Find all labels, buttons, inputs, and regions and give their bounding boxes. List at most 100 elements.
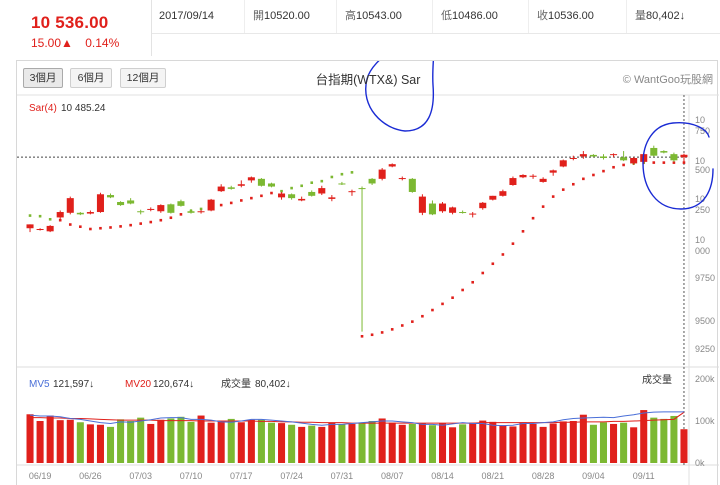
- candle[interactable]: [66, 196, 74, 215]
- candle-body: [318, 188, 326, 194]
- candle[interactable]: [489, 195, 497, 201]
- quote-header: 10 536.00 15.00▲ 0.14% 2017/09/14 開10520…: [0, 0, 720, 56]
- tab-6-months[interactable]: 6個月: [70, 68, 112, 88]
- volume-bar: [328, 422, 336, 463]
- candle[interactable]: [509, 176, 517, 186]
- price-tick-label: 750: [695, 126, 710, 136]
- price-chart[interactable]: 10750105001025010000975095009250200k100k…: [17, 61, 719, 485]
- candle[interactable]: [328, 195, 336, 202]
- candle-body: [680, 154, 688, 158]
- candle[interactable]: [388, 163, 396, 168]
- candle[interactable]: [368, 178, 376, 186]
- candle[interactable]: [519, 174, 527, 179]
- candle[interactable]: [207, 198, 215, 212]
- sar-dot: [219, 203, 223, 207]
- candle[interactable]: [298, 196, 306, 202]
- candle[interactable]: [378, 168, 386, 181]
- candle[interactable]: [660, 150, 668, 154]
- candle[interactable]: [237, 180, 245, 188]
- sar-dot: [48, 217, 52, 221]
- candle[interactable]: [247, 176, 255, 183]
- candle[interactable]: [147, 207, 155, 212]
- candle[interactable]: [579, 151, 587, 159]
- candle[interactable]: [257, 178, 265, 187]
- tab-12-months[interactable]: 12個月: [120, 68, 166, 88]
- candle[interactable]: [217, 184, 225, 192]
- candle[interactable]: [529, 174, 537, 179]
- sar-dots: [28, 161, 686, 338]
- candle[interactable]: [630, 157, 638, 165]
- candle[interactable]: [479, 201, 487, 210]
- candle[interactable]: [499, 189, 507, 197]
- sar-dot: [612, 165, 615, 169]
- date-tick-label: 08/21: [482, 471, 505, 481]
- candle[interactable]: [227, 185, 235, 190]
- candle[interactable]: [449, 206, 457, 215]
- open-label: 開: [253, 10, 264, 22]
- candle[interactable]: [539, 177, 547, 183]
- volume-bar: [56, 420, 64, 463]
- candle[interactable]: [408, 178, 416, 193]
- candle[interactable]: [308, 190, 316, 197]
- sar-dot: [390, 328, 394, 331]
- candle[interactable]: [288, 193, 296, 200]
- candle[interactable]: [157, 204, 165, 213]
- candle[interactable]: [318, 185, 326, 196]
- date-tick-label: 06/19: [29, 471, 52, 481]
- candle[interactable]: [76, 212, 84, 216]
- candle[interactable]: [106, 193, 115, 199]
- candle[interactable]: [428, 200, 436, 216]
- candle[interactable]: [438, 201, 447, 213]
- candle[interactable]: [650, 145, 658, 157]
- stat-open: 開10520.00: [245, 0, 337, 33]
- tab-3-months[interactable]: 3個月: [23, 68, 63, 88]
- candle[interactable]: [338, 181, 346, 186]
- date-tick-label: 07/31: [331, 471, 354, 481]
- chart-title: 台指期(WTX&) Sar: [315, 73, 421, 87]
- candle[interactable]: [167, 203, 175, 214]
- sar-dot: [89, 227, 92, 231]
- candle[interactable]: [187, 208, 195, 214]
- candle[interactable]: [549, 169, 557, 176]
- volume-bar: [670, 415, 678, 463]
- candle[interactable]: [56, 210, 64, 219]
- candle[interactable]: [418, 194, 426, 216]
- candle[interactable]: [559, 159, 567, 168]
- candle[interactable]: [589, 154, 597, 158]
- volume-bar: [469, 422, 477, 463]
- candle[interactable]: [86, 210, 94, 215]
- candle[interactable]: [620, 151, 628, 162]
- candle[interactable]: [680, 153, 688, 163]
- close-value: 10536.00: [548, 10, 594, 22]
- date-tick-label: 07/03: [129, 471, 152, 481]
- candle[interactable]: [348, 189, 356, 196]
- candle[interactable]: [599, 154, 608, 160]
- candle[interactable]: [469, 212, 477, 218]
- candle[interactable]: [358, 186, 366, 332]
- candle[interactable]: [177, 199, 185, 207]
- candle[interactable]: [610, 153, 618, 158]
- volume-bar: [197, 415, 205, 463]
- candle[interactable]: [197, 209, 205, 214]
- open-value: 10520.00: [264, 10, 310, 22]
- candle[interactable]: [459, 210, 467, 214]
- candle[interactable]: [278, 191, 286, 200]
- candle[interactable]: [569, 155, 577, 161]
- date-tick-label: 09/04: [582, 471, 605, 481]
- candle[interactable]: [398, 176, 406, 181]
- watermark: © WantGoo玩股網: [622, 74, 713, 86]
- candle-body: [117, 201, 125, 206]
- candle[interactable]: [670, 152, 678, 162]
- volume-bar: [368, 421, 376, 463]
- candle[interactable]: [267, 182, 276, 188]
- sar-dot: [370, 333, 374, 337]
- volume-bar: [509, 426, 517, 463]
- candle[interactable]: [137, 209, 145, 215]
- candle[interactable]: [26, 224, 34, 233]
- candle[interactable]: [127, 198, 135, 205]
- candle[interactable]: [46, 225, 54, 233]
- candle[interactable]: [96, 192, 104, 213]
- candle[interactable]: [36, 228, 44, 231]
- candle[interactable]: [117, 201, 125, 206]
- candle-body: [650, 147, 658, 156]
